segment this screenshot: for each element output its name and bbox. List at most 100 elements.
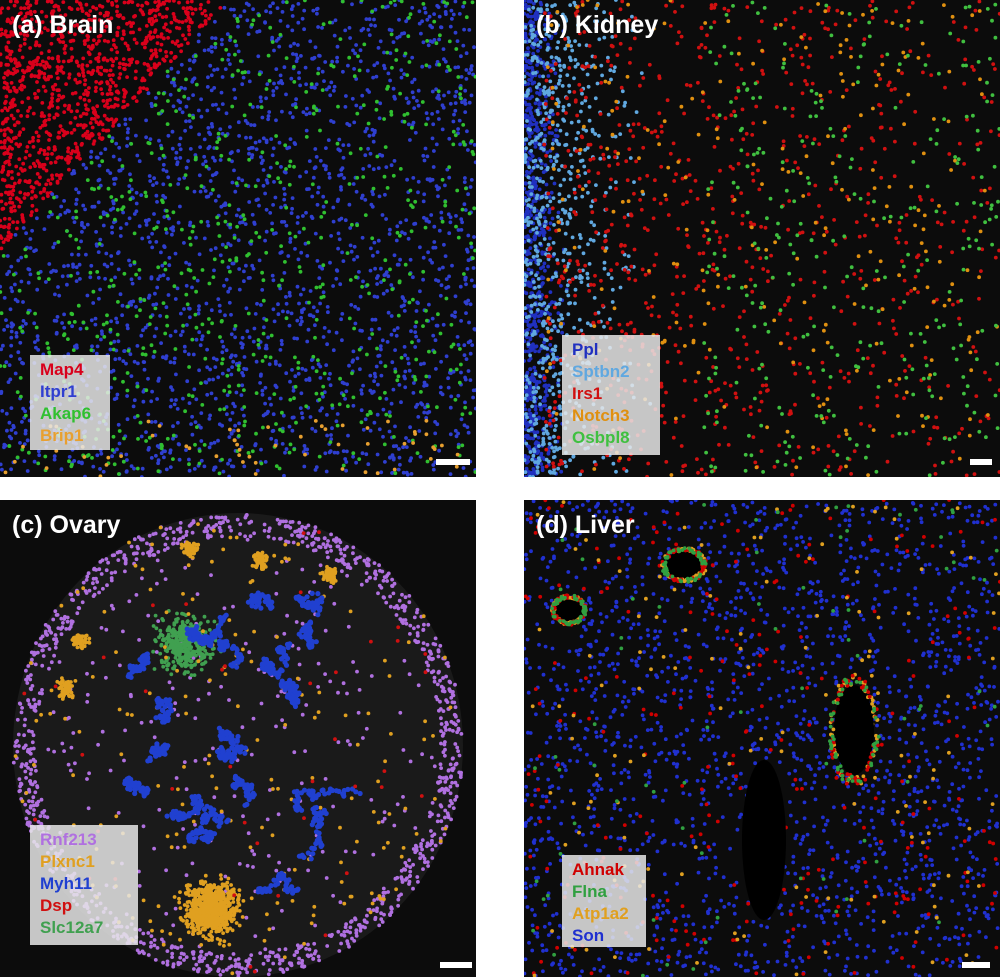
- transcript-dot: [168, 333, 173, 338]
- transcript-dot: [259, 155, 263, 159]
- transcript-dot: [394, 333, 399, 338]
- transcript-dot: [340, 0, 345, 4]
- transcript-dot: [11, 220, 16, 225]
- transcript-dot: [402, 119, 407, 124]
- transcript-dot: [131, 21, 136, 25]
- transcript-dot: [67, 459, 71, 464]
- transcript-dot: [527, 4, 531, 9]
- transcript-dot: [172, 402, 177, 407]
- transcript-dot: [168, 183, 173, 187]
- transcript-dot: [128, 263, 133, 268]
- transcript-dot: [423, 225, 428, 230]
- transcript-dot: [207, 281, 212, 286]
- transcript-dot: [420, 19, 424, 24]
- transcript-dot: [463, 400, 467, 405]
- transcript-dot: [211, 187, 215, 192]
- transcript-dot: [4, 46, 9, 51]
- transcript-dot: [525, 415, 529, 420]
- transcript-dot: [80, 230, 84, 234]
- transcript-dot: [300, 310, 304, 315]
- transcript-dot: [171, 77, 176, 82]
- transcript-dot: [526, 175, 531, 180]
- transcript-dot: [41, 166, 46, 171]
- transcript-dot: [96, 250, 101, 255]
- transcript-dot: [72, 320, 77, 324]
- transcript-dot: [555, 46, 560, 50]
- transcript-dot: [524, 187, 527, 191]
- transcript-dot: [55, 65, 60, 69]
- transcript-dot: [144, 439, 149, 443]
- transcript-dot: [50, 152, 54, 156]
- transcript-dot: [84, 252, 88, 257]
- transcript-dot: [528, 127, 532, 132]
- transcript-dot: [206, 48, 211, 52]
- transcript-dot: [314, 82, 319, 87]
- transcript-dot: [293, 102, 298, 106]
- transcript-dot: [47, 113, 52, 118]
- transcript-dot: [547, 210, 552, 215]
- transcript-dot: [251, 352, 256, 357]
- transcript-dot: [46, 277, 51, 281]
- transcript-dot: [244, 135, 248, 140]
- transcript-dot: [354, 103, 359, 108]
- transcript-dot: [280, 220, 284, 224]
- transcript-dot: [76, 151, 81, 155]
- transcript-dot: [524, 181, 528, 186]
- transcript-dot: [350, 371, 354, 376]
- transcript-dot: [281, 0, 285, 4]
- transcript-dot: [90, 344, 94, 349]
- transcript-dot: [371, 389, 376, 394]
- transcript-dot: [473, 470, 476, 474]
- transcript-dot: [532, 395, 537, 400]
- transcript-dot: [460, 220, 464, 225]
- transcript-dot: [101, 223, 106, 228]
- transcript-dot: [594, 183, 598, 188]
- transcript-dot: [153, 65, 158, 70]
- transcript-dot: [321, 194, 326, 199]
- transcript-dot: [569, 153, 573, 157]
- transcript-dot: [66, 337, 70, 341]
- transcript-dot: [106, 17, 110, 22]
- transcript-dot: [53, 160, 58, 165]
- transcript-dot: [115, 33, 120, 38]
- transcript-dot: [74, 197, 79, 202]
- transcript-dot: [94, 113, 98, 117]
- transcript-dot: [172, 284, 177, 289]
- transcript-dot: [537, 444, 541, 448]
- transcript-dot: [319, 235, 323, 240]
- transcript-dot: [46, 214, 51, 219]
- transcript-dot: [149, 276, 154, 281]
- transcript-dot: [278, 427, 282, 432]
- transcript-dot: [326, 310, 330, 315]
- transcript-dot: [143, 45, 147, 50]
- transcript-dot: [416, 88, 421, 93]
- transcript-dot: [542, 224, 547, 229]
- transcript-dot: [428, 258, 433, 262]
- transcript-dot: [400, 230, 404, 235]
- transcript-dot: [330, 59, 335, 64]
- transcript-dot: [288, 293, 292, 298]
- transcript-dot: [237, 447, 242, 452]
- transcript-dot: [30, 228, 34, 233]
- transcript-dot: [137, 159, 142, 164]
- transcript-dot: [259, 461, 264, 466]
- transcript-dot: [371, 192, 375, 197]
- transcript-dot: [217, 422, 222, 427]
- transcript-dot: [29, 61, 33, 66]
- transcript-dot: [250, 22, 255, 27]
- transcript-dot: [462, 202, 467, 207]
- transcript-dot: [258, 95, 263, 100]
- transcript-dot: [305, 339, 310, 344]
- transcript-dot: [356, 54, 360, 59]
- transcript-dot: [542, 23, 547, 27]
- transcript-dot: [464, 357, 469, 361]
- transcript-dot: [126, 127, 130, 131]
- transcript-dot: [623, 100, 627, 105]
- transcript-dot: [78, 2, 83, 7]
- transcript-dot: [430, 136, 435, 141]
- transcript-dot: [115, 447, 119, 452]
- transcript-dot: [135, 384, 140, 389]
- transcript-dot: [531, 436, 536, 441]
- transcript-dot: [125, 371, 130, 375]
- transcript-dot: [268, 165, 273, 170]
